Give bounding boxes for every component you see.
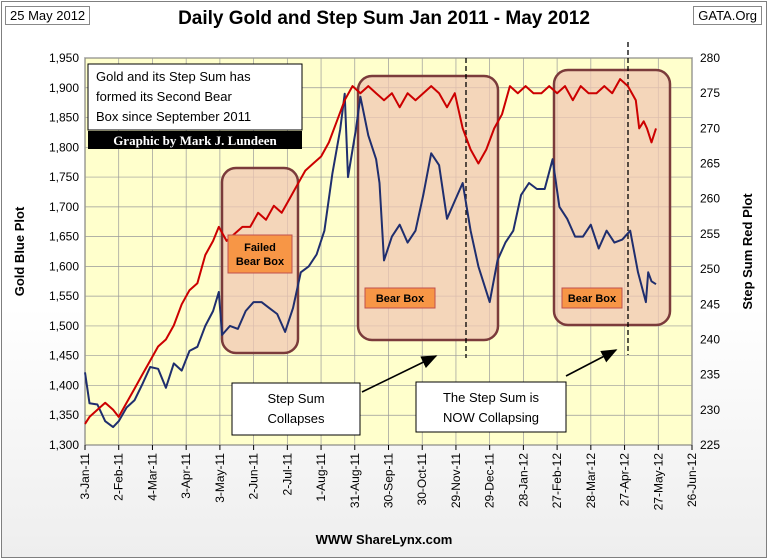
x-tick-label: 31-Aug-11 bbox=[348, 453, 362, 508]
x-tick-label: 2-Jul-11 bbox=[280, 453, 294, 496]
bear-box-label: Bear Box bbox=[568, 293, 617, 305]
x-tick-label: 27-Feb-12 bbox=[550, 453, 564, 509]
y-left-tick-label: 1,700 bbox=[49, 200, 79, 214]
x-tick-label: 30-Oct-11 bbox=[415, 453, 429, 506]
credit-text: Graphic by Mark J. Lundeen bbox=[113, 133, 277, 148]
y-right-tick-label: 225 bbox=[700, 438, 720, 452]
x-tick-label: 3-Jan-11 bbox=[78, 453, 92, 500]
bear-box bbox=[356, 74, 500, 342]
x-tick-label: 4-Mar-11 bbox=[145, 453, 159, 501]
y-right-tick-label: 240 bbox=[700, 332, 720, 346]
callout-box bbox=[231, 382, 361, 436]
x-tick-label: 2-Jun-11 bbox=[247, 453, 261, 500]
y-left-tick-label: 1,450 bbox=[49, 349, 79, 363]
callout-box bbox=[415, 381, 567, 433]
x-tick-label: 29-Dec-11 bbox=[483, 453, 497, 508]
y-left-tick-label: 1,950 bbox=[49, 51, 79, 65]
x-tick-label: 3-May-11 bbox=[213, 453, 227, 503]
y-right-tick-label: 245 bbox=[700, 297, 720, 311]
bear-box-label: Bear Box bbox=[236, 256, 285, 268]
chart-title: Daily Gold and Step Sum Jan 2011 - May 2… bbox=[178, 8, 590, 29]
note-text: formed its Second Bear bbox=[96, 89, 233, 104]
stepsum-series-line bbox=[84, 78, 657, 425]
gold-series-line bbox=[84, 92, 657, 429]
footer-credit: WWW ShareLynx.com bbox=[315, 532, 453, 547]
x-tick-label: 26-Jun-12 bbox=[685, 453, 699, 507]
callout-text: Step Sum bbox=[267, 391, 324, 406]
y-left-tick-label: 1,650 bbox=[49, 230, 79, 244]
y-right-axis-title: Step Sum Red Plot bbox=[740, 193, 755, 310]
y-left-tick-label: 1,500 bbox=[49, 319, 79, 333]
callout-text: The Step Sum is bbox=[443, 390, 540, 405]
y-left-tick-label: 1,800 bbox=[49, 140, 79, 154]
bear-box-label-bg bbox=[227, 234, 293, 274]
bear-box bbox=[552, 68, 672, 327]
y-left-tick-label: 1,350 bbox=[49, 408, 79, 422]
x-tick-label: 1-Aug-11 bbox=[314, 453, 328, 502]
y-right-tick-label: 255 bbox=[700, 227, 720, 241]
x-tick-label: 3-Apr-11 bbox=[179, 453, 193, 499]
x-tick-label: 28-Mar-12 bbox=[584, 453, 598, 509]
x-tick-label: 28-Jan-12 bbox=[516, 453, 530, 507]
source-tag: GATA.Org bbox=[693, 6, 762, 25]
y-left-tick-label: 1,900 bbox=[49, 81, 79, 95]
bear-box-label-bg bbox=[364, 287, 436, 309]
y-right-tick-label: 280 bbox=[700, 51, 720, 65]
x-tick-label: 27-May-12 bbox=[651, 453, 665, 511]
y-left-tick-label: 1,300 bbox=[49, 438, 79, 452]
bear-box-label: Failed bbox=[244, 242, 276, 254]
callout-text: Collapses bbox=[267, 411, 325, 426]
bear-box-label-bg bbox=[561, 287, 623, 309]
y-right-tick-label: 265 bbox=[700, 157, 720, 171]
y-left-tick-label: 1,750 bbox=[49, 170, 79, 184]
x-tick-label: 27-Apr-12 bbox=[618, 453, 632, 507]
y-left-tick-label: 1,850 bbox=[49, 111, 79, 125]
date-tag: 25 May 2012 bbox=[5, 6, 91, 25]
y-left-tick-label: 1,400 bbox=[49, 378, 79, 392]
x-tick-label: 30-Sep-11 bbox=[382, 453, 396, 508]
note-box bbox=[87, 63, 303, 131]
credit-banner bbox=[88, 131, 302, 149]
note-text: Gold and its Step Sum has bbox=[96, 69, 251, 84]
bear-box-label: Bear Box bbox=[376, 293, 425, 305]
x-tick-label: 2-Feb-11 bbox=[112, 453, 126, 501]
x-tick-label: 29-Nov-11 bbox=[449, 453, 463, 508]
y-right-tick-label: 235 bbox=[700, 368, 720, 382]
callout-arrow bbox=[565, 349, 618, 377]
y-right-tick-label: 260 bbox=[700, 192, 720, 206]
y-right-tick-label: 250 bbox=[700, 262, 720, 276]
y-right-tick-label: 230 bbox=[700, 403, 720, 417]
y-left-axis-title: Gold Blue Plot bbox=[12, 206, 27, 296]
y-left-tick-label: 1,550 bbox=[49, 289, 79, 303]
callout-text: NOW Collapsing bbox=[443, 410, 539, 425]
y-left-tick-label: 1,600 bbox=[49, 259, 79, 273]
note-text: Box since September 2011 bbox=[96, 109, 251, 124]
y-right-tick-label: 275 bbox=[700, 86, 720, 100]
y-right-tick-label: 270 bbox=[700, 121, 720, 135]
callout-arrow bbox=[361, 355, 438, 393]
